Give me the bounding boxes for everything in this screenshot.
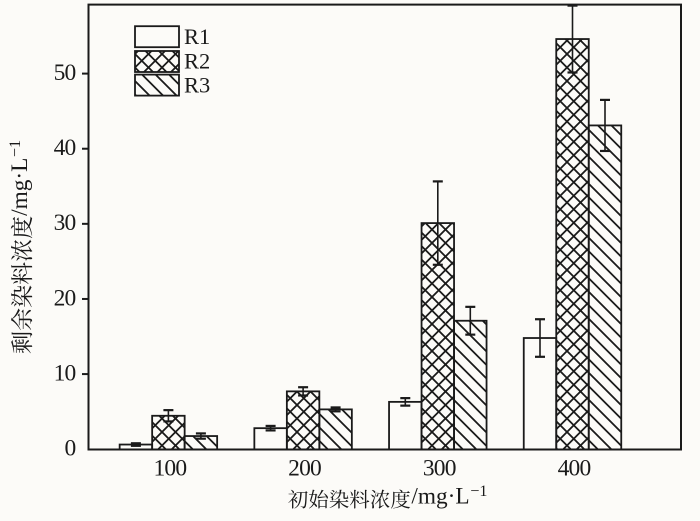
svg-text:R1: R1 <box>184 24 210 49</box>
svg-text:30: 30 <box>54 210 76 236</box>
svg-text:R3: R3 <box>184 72 210 97</box>
svg-text:10: 10 <box>54 360 76 386</box>
svg-text:50: 50 <box>54 60 76 86</box>
svg-text:40: 40 <box>54 135 76 161</box>
svg-text:−1: −1 <box>6 140 24 157</box>
svg-text:/mg·L: /mg·L <box>411 483 469 509</box>
svg-text:20: 20 <box>54 285 76 311</box>
svg-text:100: 100 <box>153 456 186 482</box>
svg-text:400: 400 <box>558 456 591 482</box>
svg-text:−1: −1 <box>470 482 487 500</box>
svg-text:300: 300 <box>423 456 456 482</box>
svg-text:0: 0 <box>65 436 76 462</box>
svg-text:200: 200 <box>288 456 321 482</box>
svg-text:/mg·L: /mg·L <box>7 158 33 216</box>
svg-text:R2: R2 <box>184 49 210 74</box>
